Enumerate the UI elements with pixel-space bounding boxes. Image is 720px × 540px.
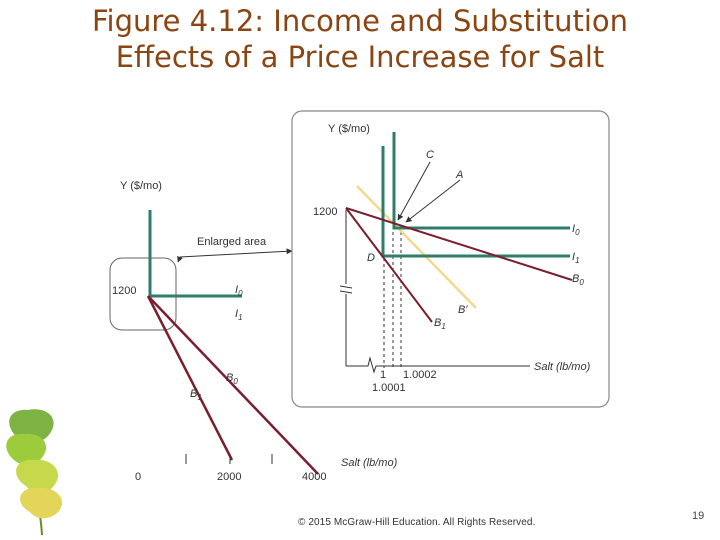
left-label-b1: B1 [190,388,202,402]
left-graph: Y ($/mo) 1200 I0 I1 B0 B1 0 2000 4000 Sa… [109,180,398,483]
enlarged-y-tick-1200: 1200 [313,206,337,218]
enlarged-x-tick-1-0002: 1.0002 [403,369,437,381]
left-budget-line-b0 [147,295,319,475]
left-x-tick-4000: 4000 [302,471,326,483]
left-label-i1: I1 [235,308,243,322]
enlarged-graph-frame [291,110,610,408]
left-x-tick-2000: 2000 [217,471,241,483]
indifference-curve-i0 [392,132,570,230]
arrow-a [405,179,461,223]
enlarged-area-box [109,257,177,331]
callout-arrow-right [179,248,293,258]
slide-title-line-1: Figure 4.12: Income and Substitution [91,4,629,38]
enlarged-x-axis [346,356,530,374]
left-y-axis-label: Y ($/mo) [120,180,162,192]
slide-title-line-2: Effects of a Price Increase for Salt [115,39,605,74]
enlarged-y-axis [339,210,353,366]
left-y-tick-1200: 1200 [112,285,136,297]
budget-line-b0 [345,207,573,281]
left-label-i0: I0 [235,284,243,298]
enlarged-x-axis-label: Salt (lb/mo) [534,361,591,373]
enlarged-area-callout: Enlarged area [197,236,267,248]
point-label-d: D [367,252,375,264]
enlarged-label-b1: B1 [434,317,446,331]
slide-title: Figure 4.12: Income and Substitution Eff… [0,4,720,75]
left-x-tick-0: 0 [135,471,141,483]
enlarged-x-tick-1: 1 [380,369,386,381]
callout-arrow-left [177,255,183,263]
copyright-notice: © 2015 McGraw-Hill Education. All Rights… [298,517,536,528]
enlarged-y-axis-label: Y ($/mo) [328,123,370,135]
compensated-budget-line [356,185,477,309]
enlarged-label-b0: B0 [572,273,584,287]
enlarged-graph: Y ($/mo) 1200 Salt (lb/mo) C A D I0 I1 B… [291,110,610,408]
enlarged-x-tick-1-0001: 1.0001 [372,382,406,394]
left-budget-line-b1 [146,295,234,461]
page-number: 19 [692,510,705,522]
ginkgo-leaf-decoration [6,409,63,536]
left-x-axis-label: Salt (lb/mo) [341,457,398,469]
left-indifference-curve [148,210,242,298]
budget-line-b1 [345,207,433,323]
arrow-c [397,161,431,221]
point-label-c: C [426,149,434,161]
left-label-b0: B0 [226,372,238,386]
point-label-a: A [455,169,463,181]
enlarged-label-i1: I1 [572,251,580,265]
enlarged-label-bprime: B′ [458,304,468,316]
enlarged-label-i0: I0 [572,223,580,237]
